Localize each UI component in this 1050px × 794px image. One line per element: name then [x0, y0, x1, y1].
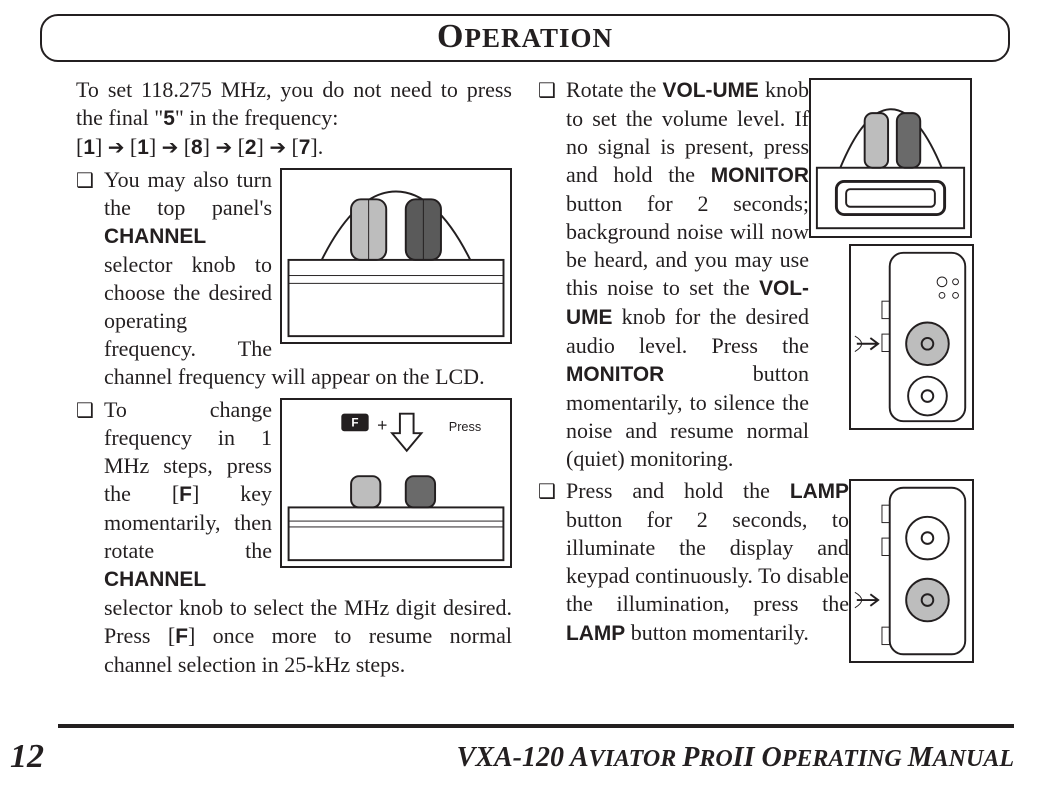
channel-knob-diagram — [282, 170, 510, 342]
footer-rule — [58, 724, 1014, 728]
right-column: ❑ — [538, 76, 974, 679]
bullet-text: Rotate the VOL-UME knob to set the volum… — [566, 77, 809, 471]
bullet-channel-knob: ❑ You may als — [76, 166, 512, 392]
bullet-f-key: ❑ F + Press — [76, 396, 512, 679]
bullet-icon: ❑ — [538, 477, 566, 505]
figure-f-key: F + Press — [280, 398, 512, 568]
document-title: VXA-120 AVIATOR PROII OPERATING MANUAL — [457, 742, 1014, 774]
figure-lamp-side — [849, 479, 974, 663]
figure-monitor-side — [849, 244, 974, 430]
page-number: 12 — [10, 738, 50, 776]
f-key-diagram: F + Press — [282, 400, 510, 566]
monitor-side-diagram — [851, 246, 972, 428]
section-title-box: OPERATION — [40, 14, 1010, 62]
bullet-icon: ❑ — [76, 166, 104, 194]
bullet-body: Rotate the VOL-UME knob to set the volum… — [566, 76, 974, 473]
svg-text:Press: Press — [449, 420, 481, 434]
bullet-body: F + Press To change frequency in 1 MHz s… — [104, 396, 512, 679]
bullet-text: Press and hold the LAMP button for 2 sec… — [566, 478, 849, 644]
page: OPERATION To set 118.275 MHz, you do not… — [0, 0, 1050, 794]
bullet-body: You may also turn the top panel's CHANNE… — [104, 166, 512, 392]
bullet-lamp: ❑ — [538, 477, 974, 667]
bullet-icon: ❑ — [538, 76, 566, 104]
figure-volume-top — [809, 78, 972, 238]
svg-text:+: + — [377, 415, 387, 435]
intro-paragraph: To set 118.275 MHz, you do not need to p… — [76, 76, 512, 133]
lamp-side-diagram — [851, 481, 972, 661]
section-title: OPERATION — [42, 18, 1008, 56]
bullet-volume: ❑ — [538, 76, 974, 473]
two-column-layout: To set 118.275 MHz, you do not need to p… — [40, 76, 1010, 679]
page-footer: 12 VXA-120 AVIATOR PROII OPERATING MANUA… — [10, 724, 1014, 770]
bullet-body: Press and hold the LAMP button for 2 sec… — [566, 477, 974, 667]
figure-channel-knob — [280, 168, 512, 344]
left-column: To set 118.275 MHz, you do not need to p… — [76, 76, 512, 679]
key-sequence: [1] ➔ [1] ➔ [8] ➔ [2] ➔ [7]. — [76, 133, 512, 162]
svg-text:F: F — [351, 416, 358, 429]
bullet-icon: ❑ — [76, 396, 104, 424]
volume-top-diagram — [811, 80, 970, 236]
